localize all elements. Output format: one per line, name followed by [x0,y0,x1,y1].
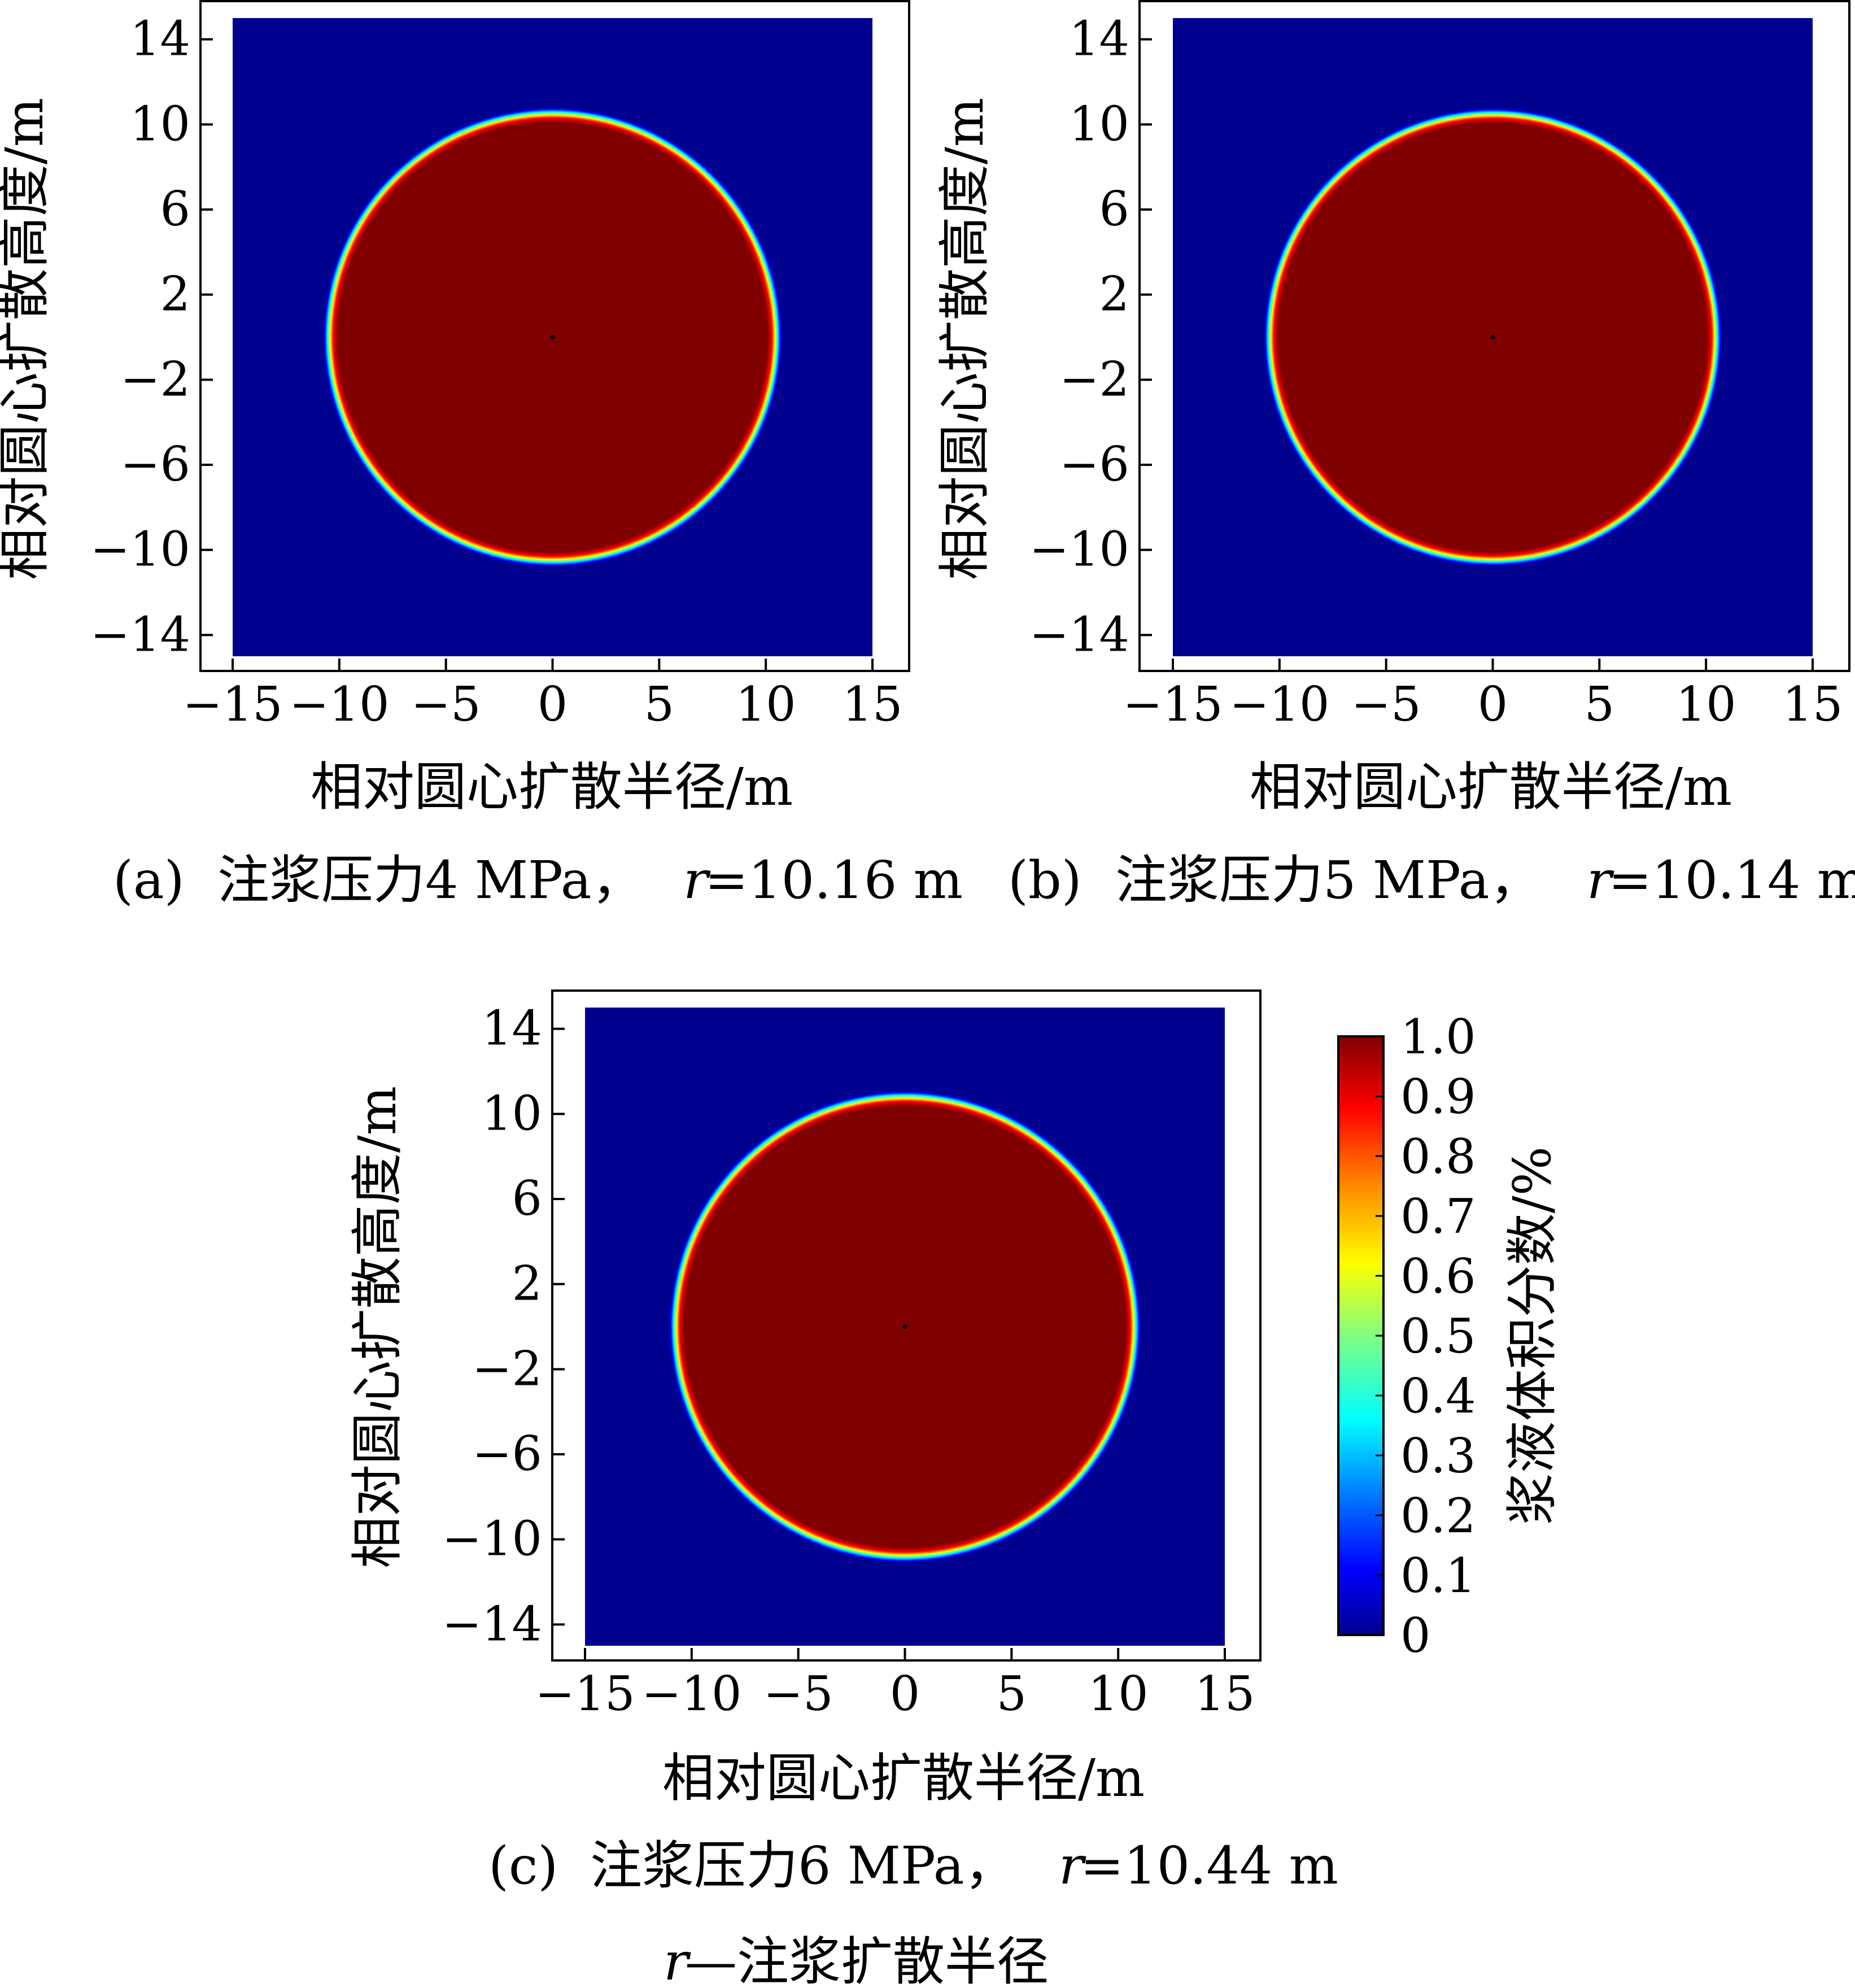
panel-b-caption-pressure: 注浆压力5 MPa， [1115,850,1542,910]
colorbar-tick-label: 0.3 [1400,1428,1476,1484]
y-tick-label: 2 [160,267,190,322]
y-tick-label: 10 [130,96,190,151]
x-tick-label: 10 [1676,677,1736,732]
y-tick-label: −6 [1059,437,1129,492]
y-tick-label: −6 [472,1426,542,1481]
y-tick-label: 6 [1099,181,1129,237]
x-tick-label: 15 [1195,1666,1255,1721]
panel-b-caption: (b) 注浆压力5 MPa， r =10.14 m [1008,850,1855,910]
x-tick-label: 5 [644,677,674,732]
x-tick-label: −10 [1229,677,1329,732]
footnote-text: —注浆扩散半径 [685,1932,1049,1988]
footnote: r —注浆扩散半径 [664,1932,1049,1988]
y-tick-label: 6 [160,181,190,237]
x-tick-label: −5 [411,677,481,732]
x-tick-label: −15 [535,1666,635,1721]
panel-a-caption-pressure: 注浆压力4 MPa， [217,850,644,910]
panel-b-caption-r-symbol: r [1587,850,1614,910]
y-tick-label: 10 [1069,96,1129,151]
x-tick-label: 15 [1783,677,1843,732]
injection-point [902,1324,907,1329]
x-tick-label: 0 [538,677,568,732]
colorbar-tick-label: 1.0 [1400,1009,1476,1065]
colorbar-tick-label: 0.8 [1400,1129,1476,1184]
colorbar-label: 浆液体积分数/% [1502,1146,1562,1525]
y-tick-label: 2 [512,1256,542,1311]
injection-point [1490,335,1495,339]
footnote-symbol: r [664,1932,691,1988]
y-tick-label: 14 [130,11,190,67]
colorbar-tick-label: 0.2 [1400,1488,1476,1544]
colorbar-tick-label: 0 [1400,1608,1430,1663]
colorbar-tick-label: 0.5 [1400,1309,1476,1364]
x-tick-label: −15 [1123,677,1223,732]
x-tick-label: −5 [1351,677,1421,732]
x-tick-label: −10 [641,1666,741,1721]
panel-a-caption: (a) 注浆压力4 MPa， r =10.16 m [113,850,963,910]
x-tick-label: 10 [1088,1666,1149,1721]
y-tick-label: −2 [120,351,190,407]
injection-point [550,335,555,339]
panel-c-caption-r-symbol: r [1059,1836,1086,1896]
y-tick-label: −14 [90,607,190,662]
colorbar-tick-label: 0.6 [1400,1249,1476,1304]
panel-a-xlabel: 相对圆心扩散半径/m [311,757,793,817]
colorbar-tick-label: 0.4 [1400,1368,1476,1424]
y-tick-label: 14 [482,1001,542,1056]
x-tick-label: 5 [997,1666,1027,1721]
y-tick-label: −10 [90,522,190,577]
y-tick-label: −14 [442,1596,542,1651]
panel-a-caption-prefix: (a) [113,850,185,910]
panel-a-caption-r-value: =10.16 m [705,850,963,910]
panel-c-caption: (c) 注浆压力6 MPa， r =10.44 m [488,1836,1338,1896]
x-tick-label: −15 [182,677,282,732]
y-tick-label: 10 [482,1085,542,1141]
x-tick-label: 10 [736,677,796,732]
y-tick-label: −10 [442,1511,542,1567]
x-tick-label: 5 [1585,677,1614,732]
panel-b-ylabel: 相对圆心扩散高度/m [935,98,995,580]
y-tick-label: 2 [1099,267,1129,322]
colorbar-tick-label: 0.9 [1400,1069,1476,1124]
panel-a-ylabel: 相对圆心扩散高度/m [0,98,55,580]
panel-c-ylabel: 相对圆心扩散高度/m [347,1086,408,1568]
panel-a-caption-r-symbol: r [683,850,711,910]
x-tick-label: 0 [1478,677,1508,732]
y-tick-label: −10 [1029,522,1129,577]
x-tick-label: 0 [890,1666,920,1721]
y-tick-label: −2 [472,1341,542,1396]
x-tick-label: −10 [289,677,389,732]
colorbar: 1.00.90.80.70.60.50.40.30.20.10 浆液体积分数/% [1337,1009,1562,1663]
panel-b-caption-r-value: =10.14 m [1608,850,1855,910]
x-tick-label: 15 [843,677,903,732]
panel-c-caption-r-value: =10.44 m [1080,1836,1338,1896]
x-tick-label: −5 [763,1666,833,1721]
panel-b-xlabel: 相对圆心扩散半径/m [1250,757,1732,817]
y-tick-label: 14 [1069,11,1129,67]
colorbar-tick-label: 0.1 [1400,1548,1476,1603]
y-tick-label: −14 [1029,607,1129,662]
panel-c-xlabel: 相对圆心扩散半径/m [662,1748,1145,1808]
y-tick-label: −2 [1059,351,1129,407]
colorbar-ticks: 1.00.90.80.70.60.50.40.30.20.10 [1376,1009,1476,1663]
y-tick-label: 6 [512,1171,542,1226]
panel-b-caption-prefix: (b) [1008,850,1082,910]
panel-c-caption-prefix: (c) [488,1836,558,1896]
y-tick-label: −6 [120,437,190,492]
colorbar-tick-label: 0.7 [1400,1189,1476,1244]
panel-c-caption-pressure: 注浆压力6 MPa， [590,1836,1016,1896]
